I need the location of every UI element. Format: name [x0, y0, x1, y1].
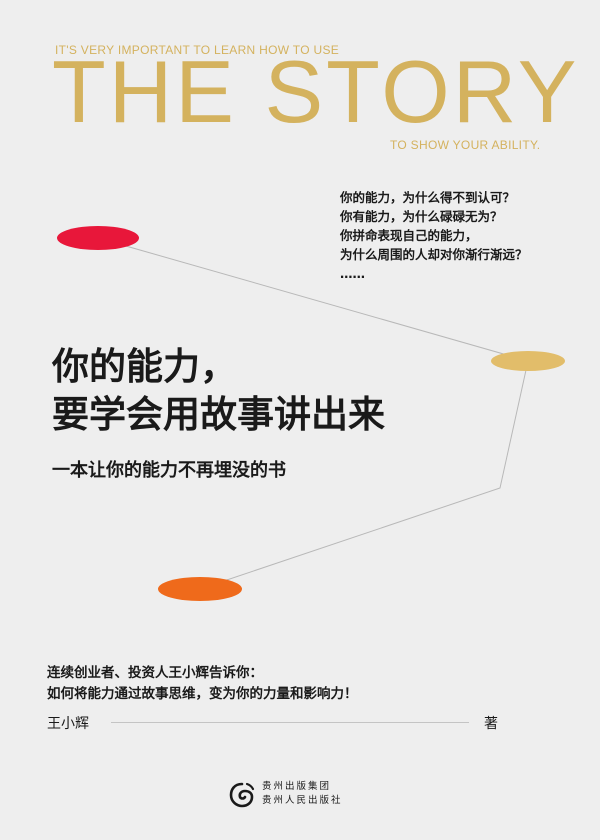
english-title: THE STORY: [52, 42, 580, 141]
main-title-line2: 要学会用故事讲出来: [52, 393, 385, 436]
red-dot: [57, 226, 139, 250]
question-line: 你有能力，为什么碌碌无为？: [340, 209, 503, 224]
english-tagline-bottom: TO SHOW YOUR ABILITY.: [390, 138, 541, 152]
yellow-dot: [491, 351, 565, 371]
connector-line: [97, 237, 529, 590]
main-title-line1: 你的能力，: [52, 345, 237, 388]
question-line: 你的能力，为什么得不到认可？: [340, 190, 516, 205]
blurb: 连续创业者、投资人王小辉告诉你： 如何将能力通过故事思维，变为你的力量和影响力！: [47, 663, 358, 705]
author-divider: [111, 722, 469, 723]
author-role: 著: [484, 716, 498, 732]
question-line: ……: [340, 266, 365, 281]
blurb-line1: 连续创业者、投资人王小辉告诉你：: [47, 665, 263, 681]
publisher-logo-icon: [229, 782, 255, 808]
question-line: 为什么周围的人却对你渐行渐远？: [340, 247, 528, 262]
orange-dot: [158, 577, 242, 601]
subtitle: 一本让你的能力不再埋没的书: [52, 460, 286, 481]
english-tagline-top: IT'S VERY IMPORTANT TO LEARN HOW TO USE: [55, 43, 340, 57]
question-line: 你拼命表现自己的能力，: [340, 228, 478, 243]
blurb-line2: 如何将能力通过故事思维，变为你的力量和影响力！: [47, 686, 358, 702]
publisher-house: 贵州人民出版社: [262, 795, 343, 806]
publisher: 贵州出版集团 贵州人民出版社: [262, 780, 343, 808]
author-name: 王小辉: [47, 716, 89, 732]
publisher-group: 贵州出版集团: [262, 781, 332, 792]
main-title: 你的能力， 要学会用故事讲出来: [52, 343, 385, 439]
question-list: 你的能力，为什么得不到认可？ 你有能力，为什么碌碌无为？ 你拼命表现自己的能力，…: [340, 188, 528, 283]
